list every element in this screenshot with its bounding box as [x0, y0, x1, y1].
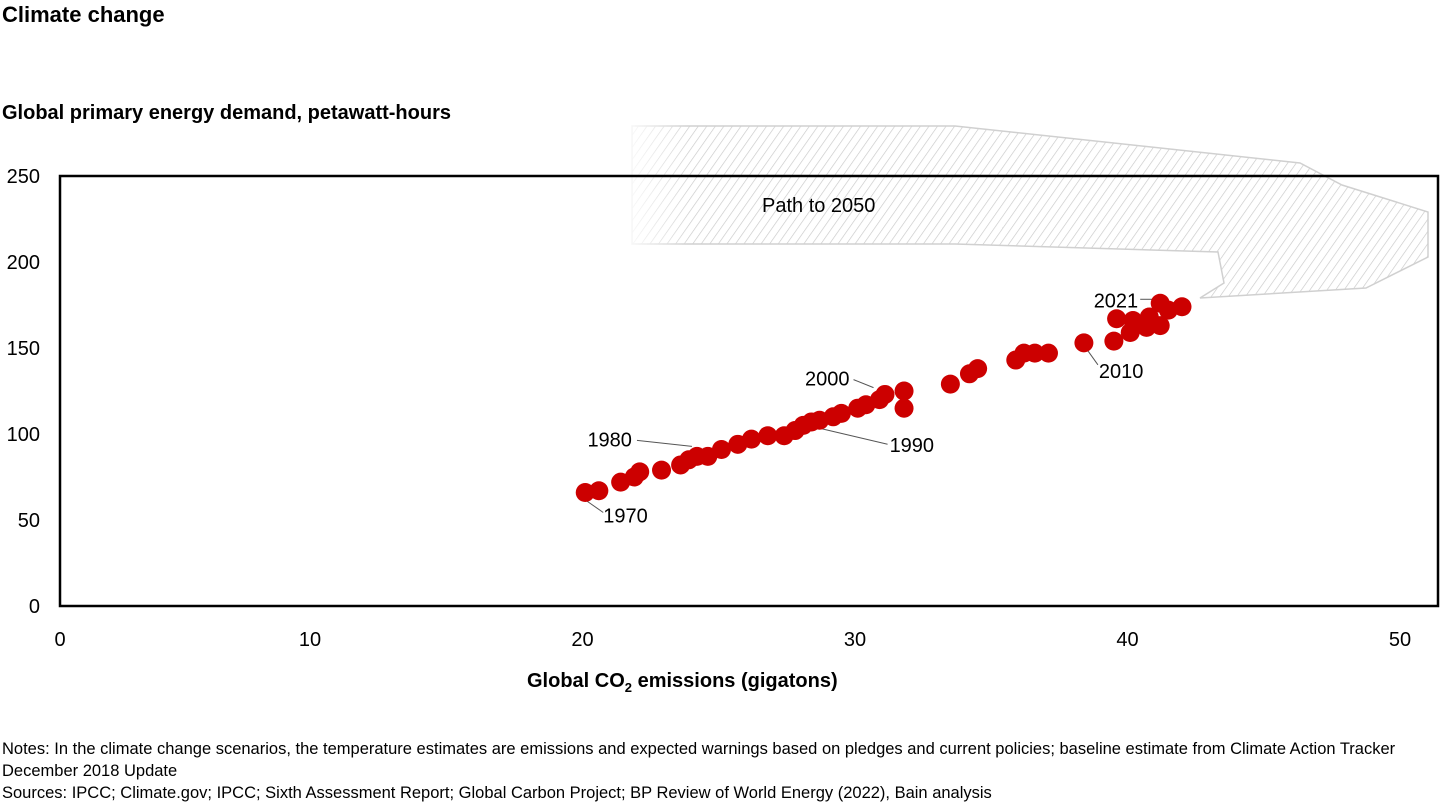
data-point	[1038, 343, 1058, 363]
path-to-2050-band	[630, 124, 1429, 299]
year-annotation: 1990	[890, 435, 935, 457]
annotation-leader-line	[853, 379, 874, 389]
data-point	[1107, 309, 1127, 329]
year-annotation: 1980	[587, 429, 632, 451]
x-tick-label: 40	[1116, 629, 1138, 651]
data-point	[894, 381, 914, 401]
x-tick-label: 30	[844, 629, 866, 651]
year-annotation: 1970	[603, 505, 648, 527]
y-tick-label: 100	[7, 424, 40, 446]
data-point	[968, 359, 988, 379]
data-point	[652, 460, 672, 480]
year-annotation: 2021	[1094, 290, 1139, 312]
y-axis-title: Global primary energy demand, petawatt-h…	[2, 102, 451, 124]
y-tick-label: 150	[7, 338, 40, 360]
annotation-leader-line	[1087, 350, 1099, 366]
x-tick-label: 0	[54, 629, 65, 651]
x-tick-label: 50	[1389, 629, 1411, 651]
data-point	[1074, 333, 1094, 353]
data-point	[1172, 297, 1192, 317]
notes-text: Notes: In the climate change scenarios, …	[2, 740, 1396, 780]
chart-title: Climate change	[2, 2, 165, 27]
data-point	[894, 398, 914, 418]
plot-frame	[58, 174, 1440, 608]
data-point	[589, 481, 609, 501]
y-tick-label: 200	[7, 252, 40, 274]
year-annotation: 2000	[805, 369, 850, 391]
data-point	[630, 462, 650, 482]
data-point	[1025, 343, 1045, 363]
data-point	[711, 439, 731, 459]
y-tick-label: 0	[29, 596, 40, 618]
x-axis-title: Global CO2 emissions (gigatons)	[527, 670, 838, 695]
y-tick-label: 250	[7, 166, 40, 188]
sources-text: Sources: IPCC; Climate.gov; IPCC; Sixth …	[2, 784, 992, 802]
chart-notes: Notes: In the climate change scenarios, …	[2, 738, 1432, 804]
data-point	[831, 403, 851, 423]
x-tick-label: 20	[571, 629, 593, 651]
annotation-leader-line	[636, 439, 693, 447]
data-point	[1150, 316, 1170, 336]
path-to-2050-label: Path to 2050	[762, 195, 875, 217]
data-point	[741, 429, 761, 449]
annotation-leader-line	[819, 427, 888, 445]
year-annotation: 2010	[1099, 361, 1144, 383]
data-point	[1104, 331, 1124, 351]
data-point	[940, 374, 960, 394]
x-tick-label: 10	[299, 629, 321, 651]
data-point	[875, 384, 895, 404]
y-tick-label: 50	[18, 510, 40, 532]
data-point	[758, 426, 778, 446]
